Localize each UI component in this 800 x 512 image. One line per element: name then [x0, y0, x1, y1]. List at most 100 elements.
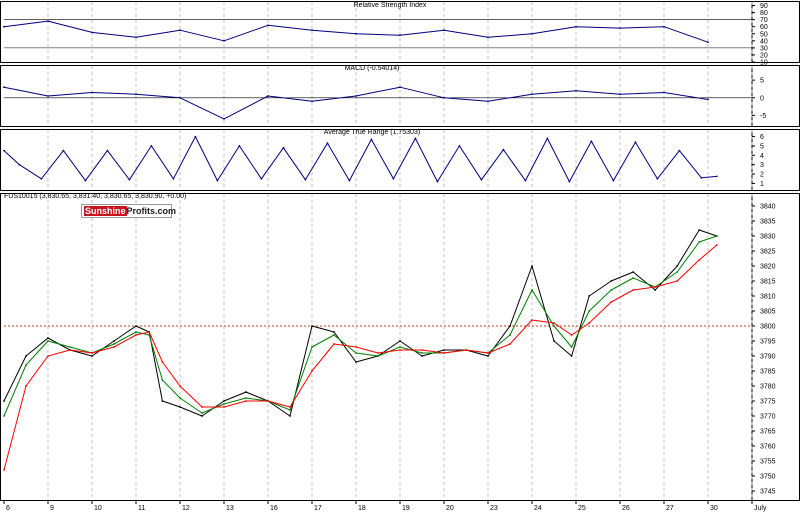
- atr-ytick-label-2: 3: [760, 162, 764, 169]
- macd-point-0-9: [399, 86, 401, 89]
- price-ytick-label-10: 3795: [760, 339, 776, 346]
- rsi-ytick-label-5: 60: [760, 24, 768, 31]
- rsi-ytick-label-6: 70: [760, 17, 768, 24]
- macd-point-0-10: [443, 96, 445, 99]
- rsi-point-0-4: [179, 29, 181, 32]
- price-point-0-26: [553, 340, 555, 342]
- price-point-1-12: [245, 397, 247, 399]
- price-point-2-5: [113, 346, 115, 348]
- price-point-1-28: [588, 310, 591, 312]
- price-point-1-20: [421, 352, 423, 354]
- price-ytick-label-1: 3750: [760, 474, 776, 481]
- price-title: FUS10015 (3,830.65, 3,831.40, 3,830.65, …: [4, 193, 186, 200]
- price-point-0-29: [610, 280, 613, 282]
- price-ytick-label-19: 3840: [760, 204, 776, 211]
- price-series-2: [3, 244, 718, 471]
- atr-point-0-4: [84, 179, 87, 182]
- price-point-2-22: [465, 349, 467, 351]
- rsi-point-0-3: [135, 36, 137, 39]
- atr-ytick-label-5: 6: [760, 134, 764, 141]
- price-point-0-14: [289, 415, 291, 417]
- x-tick-label-12: 24: [534, 505, 542, 512]
- macd-point-0-11: [487, 100, 489, 103]
- price-ytick-label-8: 3785: [760, 369, 776, 376]
- atr-ytick-label-4: 5: [760, 143, 764, 150]
- atr-point-0-8: [172, 177, 175, 180]
- rsi-point-0-11: [487, 36, 489, 39]
- price-point-1-11: [223, 403, 225, 405]
- atr-point-0-22: [480, 178, 483, 181]
- macd-point-0-7: [311, 100, 313, 103]
- rsi-point-0-9: [399, 34, 401, 37]
- price-point-0-4: [91, 355, 93, 357]
- price-point-1-0: [3, 415, 5, 417]
- price-point-1-27: [570, 346, 573, 348]
- price-point-1-3: [69, 346, 71, 348]
- price-point-2-8: [161, 361, 164, 363]
- price-point-1-29: [610, 289, 613, 291]
- price-point-2-34: [715, 244, 718, 246]
- price-point-0-23: [487, 355, 489, 357]
- atr-point-0-15: [326, 142, 329, 145]
- price-point-2-1: [25, 385, 27, 387]
- price-ytick-label-14: 3815: [760, 279, 776, 286]
- x-tick-label-6: 16: [270, 505, 278, 512]
- price-point-2-18: [377, 352, 379, 354]
- price-ytick-label-11: 3800: [760, 324, 776, 331]
- atr-point-0-24: [524, 179, 527, 182]
- price-point-0-2: [47, 337, 49, 339]
- price-point-2-23: [487, 352, 489, 354]
- x-tick-labels: 6 9 10 11 12 13 16 17 18 19 20 23 24 25 26 27 30 July: [3, 500, 767, 512]
- rsi-point-0-10: [443, 29, 445, 32]
- atr-point-0-23: [502, 148, 505, 151]
- price-point-2-12: [245, 400, 247, 402]
- atr-point-0-3: [62, 149, 65, 152]
- price-point-2-27: [570, 334, 573, 336]
- price-point-0-0: [3, 400, 5, 402]
- price-point-0-28: [588, 295, 591, 297]
- sunshine-profits-logo[interactable]: SunshineProfits.com: [81, 204, 176, 218]
- atr-point-0-17: [370, 138, 373, 141]
- price-point-2-9: [179, 385, 181, 387]
- x-tick-label-4: 12: [182, 505, 190, 512]
- atr-point-0-25: [546, 137, 549, 140]
- x-tick-label-17: July: [754, 505, 767, 512]
- atr-point-0-32: [700, 176, 703, 179]
- price-ytick-label-17: 3830: [760, 234, 776, 241]
- x-tick-label-11: 23: [490, 505, 498, 512]
- macd-point-0-12: [531, 93, 533, 96]
- price-point-1-10: [201, 412, 203, 414]
- macd-point-0-0: [3, 86, 5, 89]
- x-tick-label-13: 25: [578, 505, 586, 512]
- price-point-0-17: [355, 361, 357, 363]
- price-point-1-7: [148, 334, 151, 336]
- atr-point-0-21: [458, 145, 461, 147]
- price-point-0-11: [223, 400, 225, 402]
- macd-ytick-label-1: 0: [760, 95, 764, 102]
- macd-point-0-15: [663, 91, 665, 94]
- price-point-2-16: [333, 343, 335, 345]
- price-point-2-24: [509, 343, 511, 345]
- rsi-ytick-label-3: 40: [760, 38, 768, 45]
- x-tick-label-10: 20: [446, 505, 454, 512]
- price-point-2-6: [135, 334, 137, 336]
- price-point-2-13: [267, 400, 269, 402]
- price-point-1-5: [113, 343, 115, 345]
- atr-point-0-2: [40, 177, 43, 180]
- price-ytick-label-6: 3775: [760, 399, 776, 406]
- atr-point-0-19: [414, 137, 417, 140]
- price-point-0-6: [135, 325, 137, 327]
- macd-point-0-2: [91, 91, 93, 94]
- atr-series-0: [3, 136, 717, 183]
- price-point-2-2: [47, 355, 49, 357]
- price-point-0-16: [333, 331, 335, 333]
- rsi-point-0-5: [223, 39, 225, 42]
- price-point-0-31: [654, 289, 657, 291]
- price-point-0-15: [311, 325, 313, 327]
- price-point-0-27: [570, 355, 573, 357]
- price-point-2-19: [399, 349, 401, 351]
- x-tick-label-8: 18: [358, 505, 366, 512]
- rsi-ytick-label-1: 20: [760, 52, 768, 59]
- x-tick-label-2: 10: [94, 505, 102, 512]
